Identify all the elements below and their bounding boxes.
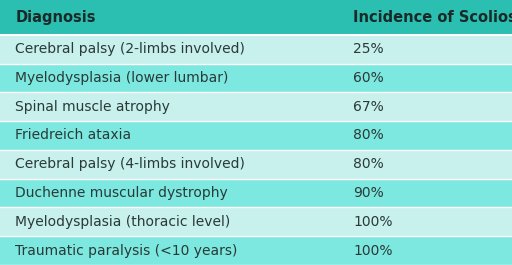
Text: 67%: 67% [353,100,384,114]
Text: Spinal muscle atrophy: Spinal muscle atrophy [15,100,170,114]
Text: 100%: 100% [353,244,393,258]
Text: Traumatic paralysis (<10 years): Traumatic paralysis (<10 years) [15,244,238,258]
Bar [0,0,512,35]
Bar [0,150,512,179]
Text: Incidence of Scoliosis: Incidence of Scoliosis [353,10,512,25]
Text: Cerebral palsy (4-limbs involved): Cerebral palsy (4-limbs involved) [15,157,245,171]
Bar [0,179,512,207]
Text: 100%: 100% [353,215,393,229]
Bar [0,92,512,121]
Text: Friedreich ataxia: Friedreich ataxia [15,129,132,143]
Text: Myelodysplasia (lower lumbar): Myelodysplasia (lower lumbar) [15,71,229,85]
Text: Diagnosis: Diagnosis [15,10,96,25]
Bar [0,236,512,265]
Text: 90%: 90% [353,186,384,200]
Text: Myelodysplasia (thoracic level): Myelodysplasia (thoracic level) [15,215,230,229]
Text: 60%: 60% [353,71,384,85]
Text: 25%: 25% [353,42,384,56]
Text: 80%: 80% [353,129,384,143]
Text: 80%: 80% [353,157,384,171]
Bar [0,64,512,92]
Text: Duchenne muscular dystrophy: Duchenne muscular dystrophy [15,186,228,200]
Bar [0,207,512,236]
Bar [0,121,512,150]
Text: Cerebral palsy (2-limbs involved): Cerebral palsy (2-limbs involved) [15,42,245,56]
Bar [0,35,512,64]
